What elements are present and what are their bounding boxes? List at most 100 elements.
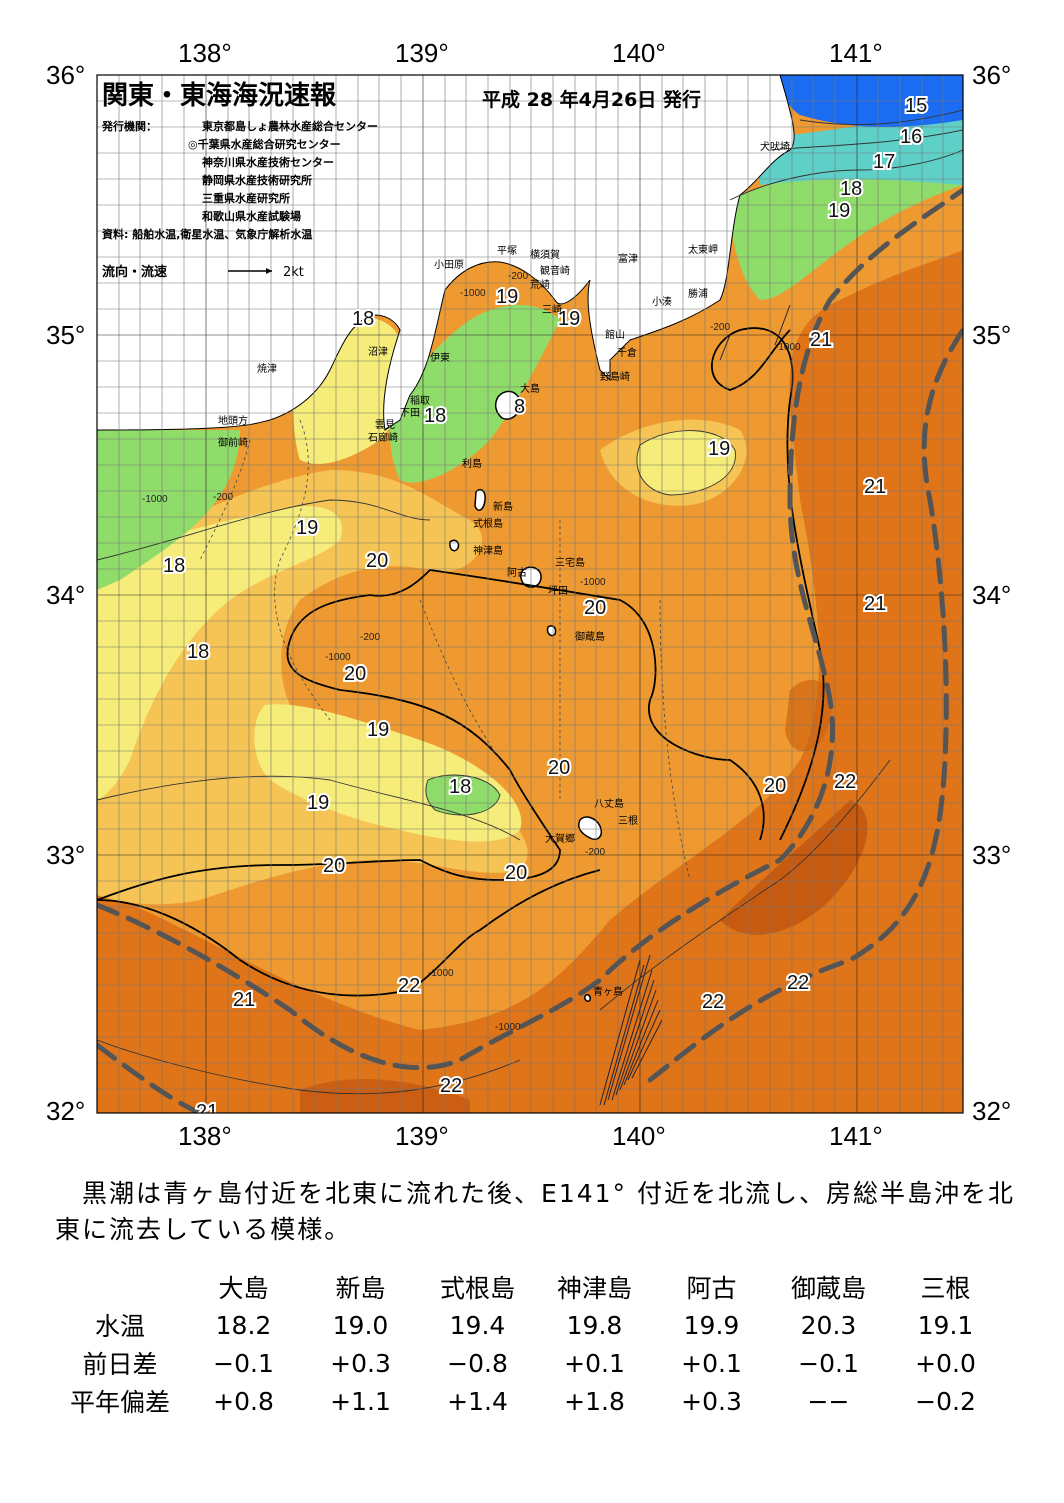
sea-yellow-zone xyxy=(97,506,342,800)
station-name: 阿古 xyxy=(686,1274,737,1303)
table-cell: 20.3 xyxy=(800,1310,857,1340)
island-aogashima xyxy=(584,994,591,1002)
isotherm-label: 20 xyxy=(344,663,366,685)
sea-dark-orange-core xyxy=(785,680,832,752)
lat-tick: 33° xyxy=(972,840,1011,870)
isotherm-label: 20 xyxy=(366,550,388,572)
isotherm-label: 20 xyxy=(323,855,345,877)
table-cell: +0.0 xyxy=(915,1348,976,1378)
isotherm-label: 20 xyxy=(764,775,786,797)
isotherm-label: 18 xyxy=(449,776,471,798)
place-label: 太東岬 xyxy=(688,243,718,256)
isotherm-label: 22 xyxy=(834,771,856,793)
isotherm-label: 20 xyxy=(505,862,527,884)
isotherm-label: 18 xyxy=(163,555,185,577)
place-label: 三根 xyxy=(618,814,638,827)
lon-tick: 141° xyxy=(829,38,883,68)
current-legend-arrowhead xyxy=(266,268,272,274)
place-label: 勝浦 xyxy=(688,287,708,300)
sea-green-zone xyxy=(389,305,560,483)
place-label: 御前崎 xyxy=(218,436,248,449)
isotherm-label: 19 xyxy=(828,200,850,222)
issue-date: 平成 28 年4月26日 発行 xyxy=(482,88,701,111)
depth-label: -1000 xyxy=(460,288,486,299)
data-source: 資料: 船舶水温,衛星水温、気象庁解析水温 xyxy=(102,227,312,241)
table-corner xyxy=(55,1268,185,1306)
place-label: 富津 xyxy=(618,252,638,265)
place-labels: 犬吠埼 太東岬 勝浦 小湊 富津 館山 千倉 野島崎 観音崎 荒崎 三崎 横須賀… xyxy=(218,140,790,998)
lat-tick: 34° xyxy=(972,580,1011,610)
place-label: 小湊 xyxy=(652,295,672,308)
place-label: 観音崎 xyxy=(540,264,570,277)
publisher-item: 和歌山県水産試験場 xyxy=(202,209,301,223)
table-cell: 19.8 xyxy=(566,1310,623,1340)
place-label: 御蔵島 xyxy=(575,630,605,643)
table-cell: +0.1 xyxy=(564,1348,625,1378)
place-label: 沼津 xyxy=(368,345,388,358)
depth-label: -200 xyxy=(360,632,380,643)
isotherm-label: 15 xyxy=(905,95,927,117)
place-label: 野島崎 xyxy=(600,370,630,383)
table-cell: +0.1 xyxy=(681,1348,742,1378)
place-label: 横須賀 xyxy=(530,248,560,261)
isotherm-label: 17 xyxy=(873,151,895,173)
isotherm-label: 18 xyxy=(840,178,862,200)
place-label: 神津島 xyxy=(473,544,503,557)
table-cell: −0.1 xyxy=(213,1348,274,1378)
place-label: 三崎 xyxy=(542,303,562,316)
isotherm-label: 19 xyxy=(558,308,580,330)
longitude-ticks-bottom: 138° 139° 140° 141° xyxy=(178,1121,883,1151)
depth-labels: -200 -1000 -200 -1000 -200 -1000 -1000 -… xyxy=(142,271,801,1033)
island-mikurajima xyxy=(546,625,557,637)
kuroshio-axis xyxy=(97,187,963,1113)
isotherm-label: 22 xyxy=(787,972,809,994)
isotherm-label: 18 xyxy=(187,641,209,663)
row-label: 前日差 xyxy=(82,1350,158,1379)
publisher-item: 静岡県水産技術研究所 xyxy=(202,173,312,187)
table-cell: −0.8 xyxy=(447,1348,508,1378)
place-label: 大島 xyxy=(520,382,540,395)
lat-tick: 36° xyxy=(972,60,1011,90)
island-kozushima xyxy=(449,539,460,552)
isotherm-label: 21 xyxy=(233,989,255,1011)
isotherm-label: 21 xyxy=(810,329,832,351)
isotherm-label: 20 xyxy=(584,597,606,619)
place-label: 大賀郷 xyxy=(545,832,575,845)
longitude-ticks-top: 138° 139° 140° 141° xyxy=(178,38,883,68)
isotherm-label: 22 xyxy=(398,975,420,997)
place-label: 式根島 xyxy=(473,517,503,530)
place-label: 焼津 xyxy=(257,363,277,375)
isotherm-label: 21 xyxy=(864,476,886,498)
lat-tick: 32° xyxy=(46,1096,85,1126)
table-cell: +1.1 xyxy=(330,1386,391,1416)
place-label: 利島 xyxy=(462,457,482,470)
latitude-ticks-right: 36° 35° 34° 33° 32° xyxy=(972,60,1011,1126)
lon-tick: 138° xyxy=(178,1121,232,1151)
table-cell: 19.4 xyxy=(449,1310,506,1340)
place-label: 坪田 xyxy=(548,584,568,597)
depth-label: -1000 xyxy=(580,577,606,588)
station-name: 式根島 xyxy=(439,1274,515,1303)
station-name: 三根 xyxy=(920,1274,971,1303)
lat-tick: 32° xyxy=(972,1096,1011,1126)
latitude-ticks-left: 36° 35° 34° 33° 32° xyxy=(46,60,85,1126)
row-label: 水温 xyxy=(94,1312,145,1341)
lat-tick: 35° xyxy=(46,320,85,350)
isotherm-label: 21 xyxy=(864,593,886,615)
isotherm-label: 19 xyxy=(307,792,329,814)
island-oshima xyxy=(494,390,521,420)
place-label: 三宅島 xyxy=(555,556,585,569)
graticule xyxy=(97,75,963,1113)
isotherm-label: 8 xyxy=(514,396,525,418)
publisher-item: 東京都島しょ農林水産総合センター xyxy=(202,119,378,133)
table-cell: +1.4 xyxy=(447,1386,508,1416)
summary-text: 黒潮は青ヶ島付近を北東に流れた後、E141° 付近を北流し、房総半島沖を北東に流… xyxy=(55,1179,1015,1244)
isotherm-label: 19 xyxy=(708,438,730,460)
depth-label: -200 xyxy=(710,322,730,333)
isotherm-label: 22 xyxy=(440,1075,462,1097)
lat-tick: 34° xyxy=(46,580,85,610)
isotherm-label: 19 xyxy=(496,286,518,308)
table-cell: +1.8 xyxy=(564,1386,625,1416)
sea-green-zone xyxy=(97,430,240,590)
lat-tick: 35° xyxy=(972,320,1011,350)
